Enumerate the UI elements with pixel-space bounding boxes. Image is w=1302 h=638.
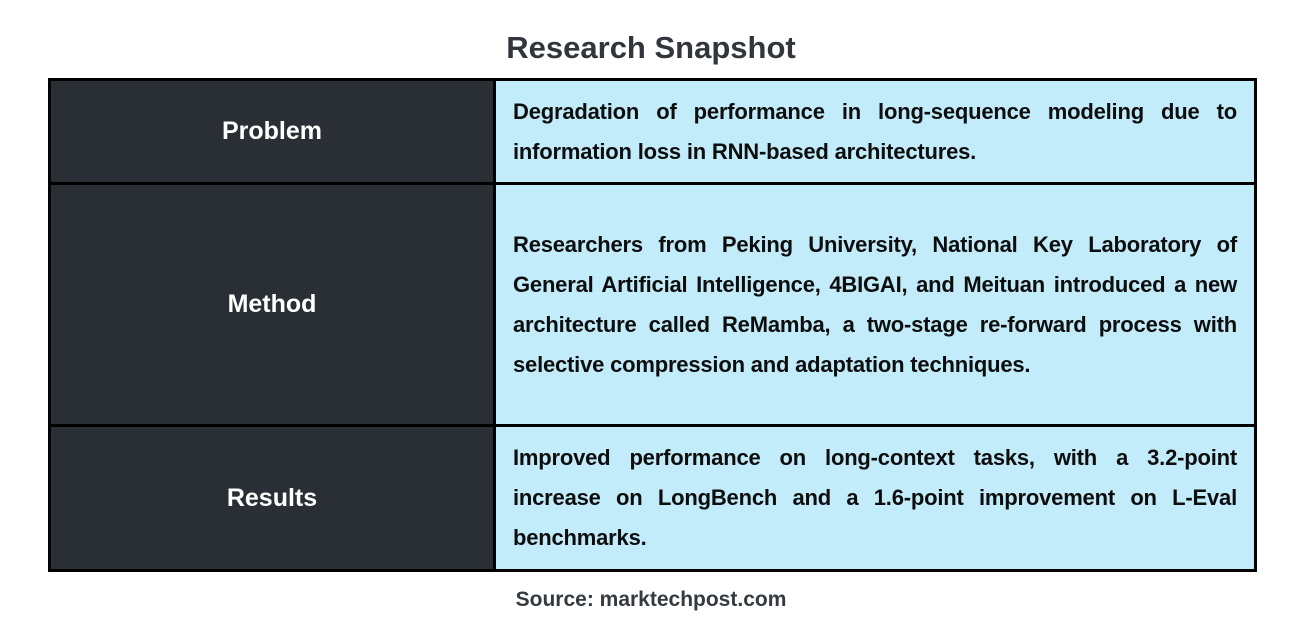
table-row-results-content-cell: Improved performance on long-context tas… — [496, 427, 1254, 569]
source-attribution: Source: marktechpost.com — [515, 588, 787, 611]
row-label: Method — [227, 290, 317, 318]
snapshot-table: Problem Degradation of performance in lo… — [48, 78, 1257, 572]
row-content-text: Researchers from Peking University, Nati… — [513, 231, 1237, 377]
row-content-text: Degradation of performance in long-seque… — [513, 98, 1237, 164]
table-row-problem-content-cell: Degradation of performance in long-seque… — [496, 81, 1254, 182]
table-row-problem-label-cell: Problem — [51, 81, 493, 182]
row-label: Problem — [221, 117, 323, 145]
page-title: Research Snapshot — [506, 30, 796, 65]
row-content-text: Improved performance on long-context tas… — [513, 445, 1237, 550]
table-row-results-label-cell: Results — [51, 427, 493, 569]
table-row-method-content-cell: Researchers from Peking University, Nati… — [496, 185, 1254, 424]
row-label: Results — [226, 483, 318, 512]
table-row-method-label-cell: Method — [51, 185, 493, 424]
